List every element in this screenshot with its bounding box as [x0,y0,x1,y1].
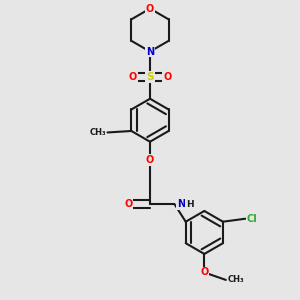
Text: O: O [200,267,208,278]
Text: CH₃: CH₃ [89,128,106,137]
Text: O: O [146,155,154,165]
Text: O: O [163,72,171,82]
Text: N: N [146,46,154,57]
Text: H: H [186,200,194,208]
Text: O: O [146,4,154,14]
Text: Cl: Cl [247,214,257,224]
Text: O: O [124,199,133,209]
Text: CH₃: CH₃ [227,275,244,284]
Text: O: O [129,72,137,82]
Text: N: N [177,199,185,209]
Text: S: S [146,72,154,82]
